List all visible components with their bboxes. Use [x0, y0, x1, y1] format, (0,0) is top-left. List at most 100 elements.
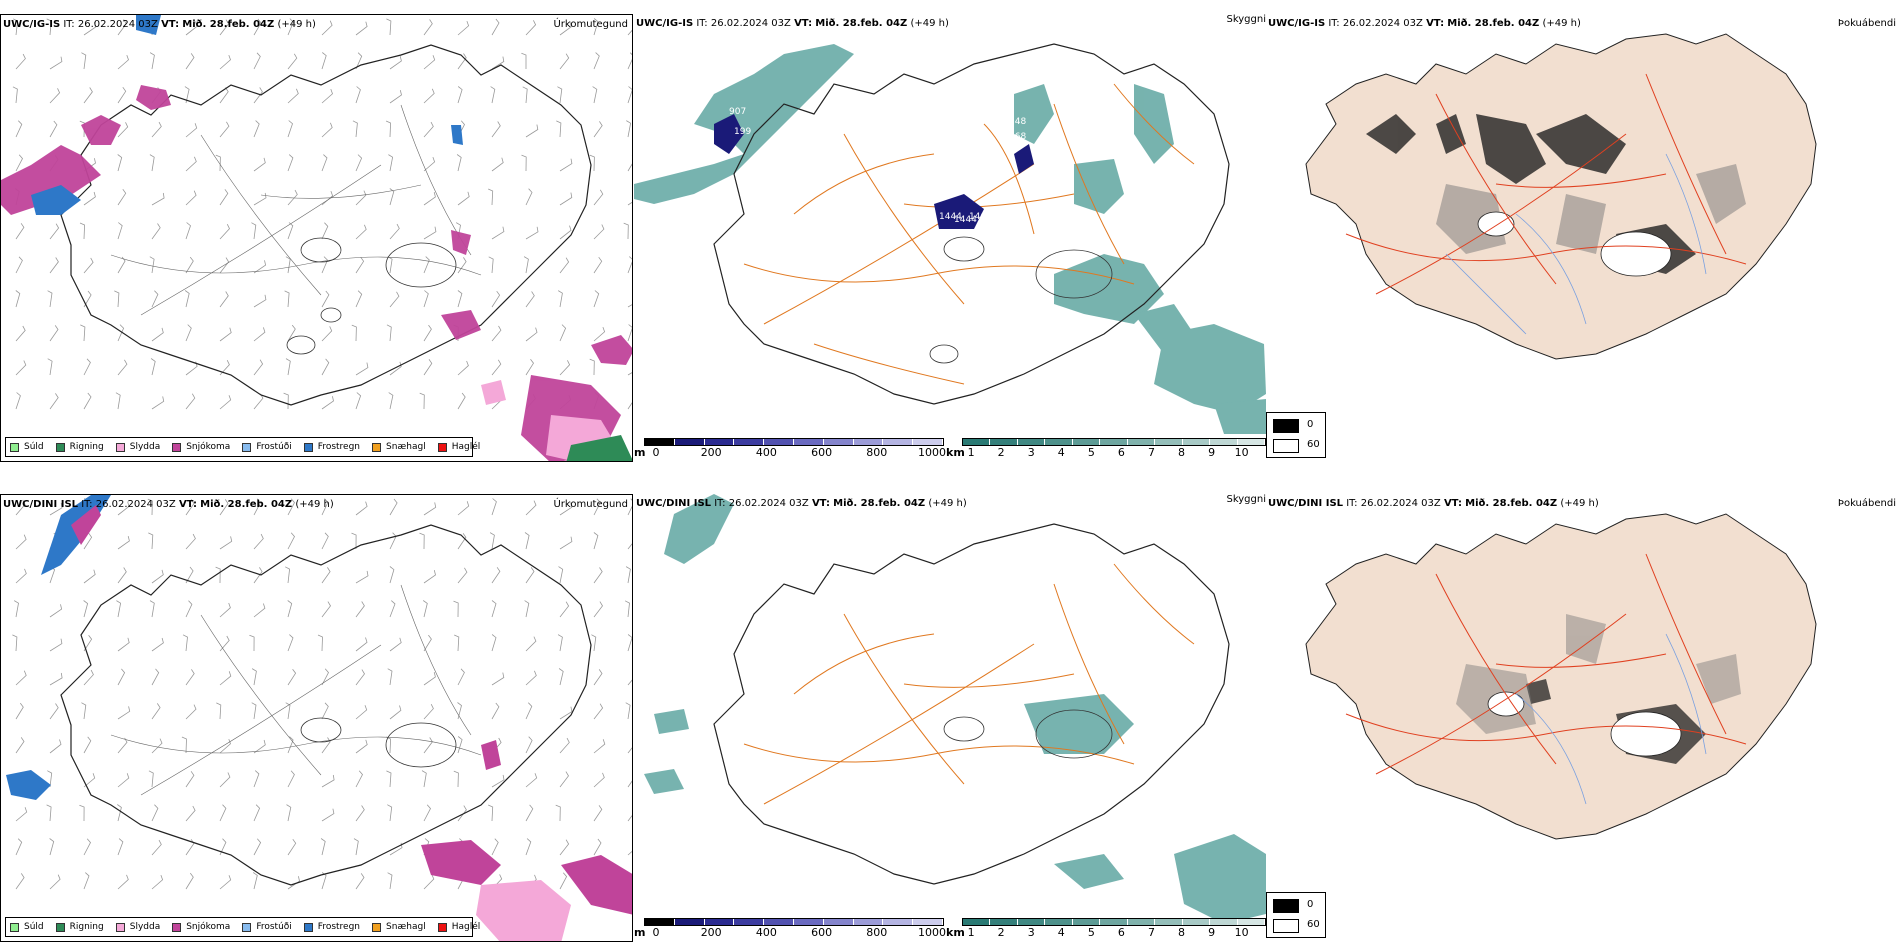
wind-barb	[15, 53, 26, 70]
wind-barb	[321, 88, 333, 104]
wind-barb	[185, 600, 193, 618]
wind-barb	[249, 634, 255, 652]
colorbar-cell	[1017, 439, 1046, 445]
wind-barb	[185, 805, 196, 822]
wind-barb	[79, 222, 86, 240]
wind-barb	[151, 637, 164, 652]
wind-barb	[117, 188, 127, 206]
wind-barb	[491, 774, 505, 788]
wind-barb	[423, 634, 432, 652]
wind-barb	[47, 290, 53, 308]
wind-barb	[185, 21, 198, 36]
wind-barb	[525, 804, 534, 822]
colorbar-cell	[764, 919, 794, 925]
wind-barb	[457, 360, 469, 376]
wind-barb	[457, 20, 470, 36]
wind-barb	[488, 804, 494, 822]
wind-barb	[525, 358, 534, 376]
wind-barb	[457, 805, 467, 822]
wind-barb	[419, 392, 425, 410]
wind-barb	[457, 702, 462, 720]
visibility-title: Skyggni	[1226, 14, 1266, 25]
tick-label: 200	[700, 926, 722, 939]
lead-time: (+49 h)	[295, 499, 334, 510]
tick-label: 2	[997, 446, 1005, 459]
elevation-label: 748	[1009, 117, 1026, 127]
wind-barb	[253, 804, 261, 822]
wind-barb	[81, 52, 87, 70]
wind-barb	[389, 498, 398, 516]
wind-barb	[627, 304, 632, 308]
wind-barb	[355, 705, 368, 720]
tick-label: 400	[755, 446, 777, 459]
colorbar-cell	[1045, 439, 1073, 445]
wind-barb	[117, 324, 125, 342]
it-value: 26.02.2024 03Z	[77, 19, 158, 30]
wind-barb	[321, 668, 329, 686]
vt-label: VT:	[161, 19, 180, 30]
lead-time: (+49 h)	[1542, 18, 1581, 29]
lead-time: (+49 h)	[928, 498, 967, 509]
wind-barb	[355, 601, 365, 618]
wind-barb	[386, 324, 392, 342]
wind-barb	[423, 324, 432, 342]
wind-barb	[558, 668, 564, 686]
wind-barb	[593, 739, 606, 754]
precip-map-row2	[6, 495, 632, 941]
wind-barb	[491, 325, 502, 342]
legend-item: Haglél	[437, 442, 480, 452]
wind-barb	[388, 392, 394, 410]
legend-swatch	[172, 922, 182, 932]
wind-barb	[149, 600, 155, 618]
wind-barb	[593, 567, 603, 584]
colorbar-cell	[734, 439, 765, 445]
wind-barb	[83, 569, 96, 584]
wind-barb	[321, 532, 329, 550]
wind-barb	[321, 20, 333, 36]
fog-swatch-60	[1273, 919, 1299, 933]
wind-barb	[591, 634, 597, 652]
tick-label: 10	[1234, 926, 1249, 939]
wind-barb	[253, 393, 264, 410]
legend-swatch	[55, 922, 65, 932]
fog-panel-row1: UWC/IG-IS IT: 26.02.2024 03Z VT: Mið. 28…	[1266, 14, 1900, 462]
vt-label: VT:	[794, 18, 813, 29]
wind-barb	[287, 189, 298, 206]
wind-barb	[525, 226, 539, 240]
wind-barb	[49, 223, 60, 240]
wind-barb	[49, 703, 59, 720]
wind-barb	[488, 188, 494, 206]
wind-barb	[419, 532, 425, 550]
wind-barb	[491, 18, 500, 36]
roads-orange	[743, 563, 1195, 805]
legend-swatch	[303, 922, 313, 932]
wind-barb	[423, 256, 430, 274]
colorbar-cell	[823, 439, 854, 445]
wind-barb	[117, 838, 124, 856]
wind-barb	[15, 290, 21, 308]
vis-unit: km	[946, 926, 965, 939]
wind-barb	[185, 533, 196, 550]
wind-barb	[491, 226, 505, 240]
fog-rivers	[1515, 633, 1707, 805]
wind-barb	[285, 256, 291, 274]
wind-barb	[389, 566, 395, 584]
wind-barb	[491, 702, 500, 720]
colorbar-cell	[1017, 919, 1046, 925]
wind-barb	[387, 256, 393, 274]
wind-barb	[457, 501, 470, 516]
wind-barb	[525, 702, 533, 720]
wind-barb	[219, 499, 229, 516]
tick-label: 9	[1208, 446, 1216, 459]
legend-label: Frostregn	[317, 922, 361, 932]
wind-barb	[15, 568, 27, 584]
wind-barb	[559, 257, 570, 274]
wind-barb	[321, 290, 330, 308]
visibility-ticks: 1 2 3 4 5 6 7 8 9 10	[962, 446, 1266, 460]
wind-barb	[559, 839, 570, 856]
wind-barb	[148, 770, 154, 788]
wind-barb	[626, 120, 632, 138]
wind-barb	[355, 362, 369, 376]
header-row2-precip: UWC/DINI ISL IT: 26.02.2024 03Z VT: Mið.…	[3, 499, 334, 510]
